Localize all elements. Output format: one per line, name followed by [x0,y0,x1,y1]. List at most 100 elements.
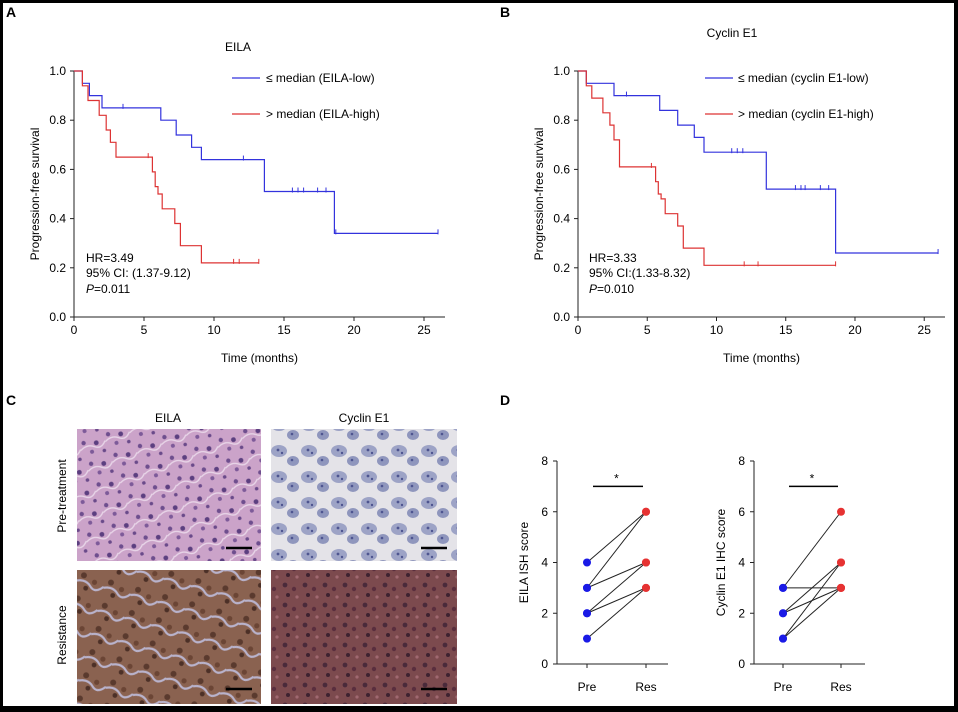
pair-line [586,562,647,614]
km-a-p-value: =0.011 [94,282,130,296]
y-tick-label: 0 [738,657,745,671]
data-point-pre [779,583,787,592]
x-tick-label: 15 [277,323,291,337]
y-tick-label: 0.8 [553,113,570,127]
y-tick-label: 4 [738,556,745,570]
km-b-ci: 95% CI:(1.33-8.32) [589,266,690,280]
y-tick-label: 0.6 [49,162,66,176]
micro-col-label-eila: EILA [155,411,181,425]
km-a-title: EILA [225,40,251,54]
km-b-hr: HR=3.33 [589,251,637,265]
micro-row-label-res: Resistance [55,605,69,665]
y-tick-label: 0.2 [553,261,570,275]
pair-line [782,587,842,640]
data-point-pre [583,609,591,618]
right-border [954,0,958,712]
y-axis-label: Cyclin E1 IHC score [714,509,728,617]
data-point-res [642,507,650,516]
y-tick-label: 0.0 [49,310,66,324]
pair-line [782,562,842,639]
data-point-pre [583,583,591,592]
micro-row-label-pre: Pre-treatment [55,459,69,533]
x-tick-label: 5 [644,323,651,337]
pair-line [782,511,842,589]
y-tick-label: 0.2 [49,261,66,275]
x-tick-label: 20 [347,323,361,337]
data-point-res [642,558,650,567]
survival-curve [578,70,939,254]
panel-letter-c: C [6,392,16,408]
y-tick-label: 6 [738,505,745,519]
y-tick-label: 0.6 [553,162,570,176]
y-axis-label: EILA ISH score [517,521,531,603]
x-axis-label: Time (months) [723,351,800,365]
y-tick-label: 4 [541,556,548,570]
km-b-p-label: P [589,282,597,296]
panel-letter-a: A [6,4,16,20]
pair-line [586,587,647,640]
x-tick-label: 10 [207,323,221,337]
km-a-p-label: P [86,282,94,296]
y-tick-label: 0.4 [553,212,570,226]
x-tick-label: Pre [578,680,597,694]
x-tick-label: 20 [848,323,862,337]
y-tick-label: 0 [541,657,548,671]
paired-plot-cyclin: 0 2 4 6 8 Pre Res Cyclin E1 IHC score * [714,454,865,694]
x-tick-label: Res [635,680,656,694]
micrograph-eila-pretreatment [77,429,261,561]
pair-line [586,587,647,614]
bottom-border [0,706,958,712]
km-a-legend-high: > median (EILA-high) [266,107,380,121]
data-point-res [642,583,650,592]
km-b-title: Cyclin E1 [707,26,758,40]
pair-line [586,511,647,589]
km-b-pvalue: P=0.010 [589,282,634,296]
x-tick-label: 25 [417,323,431,337]
x-axis-label: Time (months) [221,351,298,365]
x-tick-label: 10 [710,323,724,337]
survival-curve [74,70,259,264]
km-plot-eila: 0 5 10 15 20 25 0.0 0.2 0.4 0.6 0.8 1.0 Time (months… [28,64,445,365]
x-tick-label: Res [830,680,851,694]
survival-curve [74,70,438,234]
x-tick-label: 15 [779,323,793,337]
y-tick-label: 2 [738,606,745,620]
top-border [0,0,958,3]
micrograph-cyclin-resistance [271,570,457,704]
y-tick-label: 0.0 [553,310,570,324]
pair-line [586,562,647,589]
micrograph-eila-resistance [77,570,261,704]
y-tick-label: 0.4 [49,212,66,226]
y-axis-label: Progression-free survival [28,128,42,261]
y-tick-label: 8 [541,454,548,468]
data-point-res [837,558,845,567]
survival-curve [578,70,836,266]
panel-letter-d: D [500,392,510,408]
micro-col-label-cyclin: Cyclin E1 [339,411,390,425]
x-tick-label: 0 [71,323,78,337]
data-point-pre [779,634,787,643]
y-tick-label: 1.0 [553,64,570,78]
km-a-pvalue: P=0.011 [86,282,130,296]
left-border [0,0,3,712]
panel-letter-b: B [500,4,510,20]
y-tick-label: 8 [738,454,745,468]
x-tick-label: 25 [918,323,932,337]
y-tick-label: 6 [541,505,548,519]
pair-line [782,562,842,614]
data-point-pre [583,558,591,567]
x-tick-label: Pre [774,680,793,694]
micrograph-cyclin-pretreatment [271,429,457,561]
y-tick-label: 2 [541,606,548,620]
y-tick-label: 1.0 [49,64,66,78]
x-tick-label: 5 [141,323,148,337]
data-point-pre [779,609,787,618]
y-axis-label: Progression-free survival [532,128,546,261]
data-point-res [837,507,845,516]
pair-line [586,511,647,563]
km-b-p-value: =0.010 [597,282,634,296]
km-plot-cyclin: 0 5 10 15 20 25 0.0 0.2 0.4 0.6 0.8 1.0 Time (months… [532,64,945,365]
km-b-legend-low: ≤ median (cyclin E1-low) [738,71,869,85]
